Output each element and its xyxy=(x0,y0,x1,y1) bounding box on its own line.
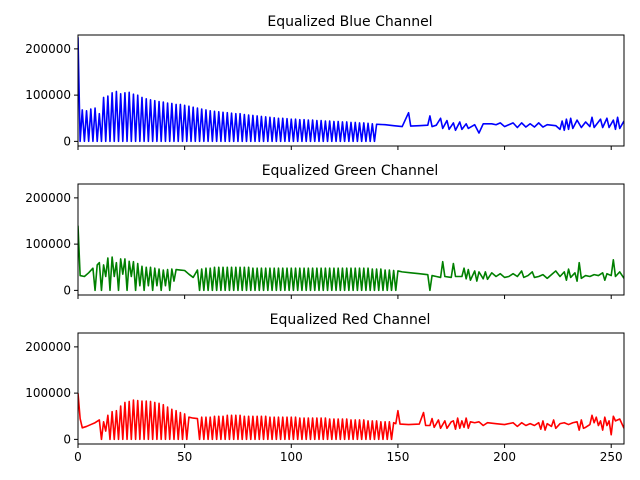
x-tick-label: 100 xyxy=(280,450,303,464)
x-tick-label: 250 xyxy=(600,450,623,464)
y-tick-label: 200000 xyxy=(25,191,71,205)
x-tick-label: 150 xyxy=(386,450,409,464)
y-tick-label: 0 xyxy=(63,432,71,446)
series-line xyxy=(78,37,624,143)
series-line xyxy=(78,393,624,441)
x-tick-label: 50 xyxy=(177,450,192,464)
axes-frame xyxy=(77,332,625,445)
subplot-title: Equalized Blue Channel xyxy=(267,14,432,30)
axes-frame xyxy=(77,34,625,147)
series-line xyxy=(78,225,624,292)
y-tick-label: 100000 xyxy=(25,386,71,400)
subplot-title: Equalized Green Channel xyxy=(262,163,439,179)
x-tick-label: 200 xyxy=(493,450,516,464)
y-tick-label: 0 xyxy=(63,134,71,148)
y-tick-label: 100000 xyxy=(25,237,71,251)
y-tick-label: 200000 xyxy=(25,42,71,56)
subplot-red: Equalized Red Channel 0 100000 200000 0 50 10… xyxy=(25,312,625,464)
x-tick-label: 0 xyxy=(74,450,82,464)
subplot-blue: Equalized Blue Channel 0 100000 200000 xyxy=(25,14,625,150)
subplot-green: Equalized Green Channel 0 100000 200000 xyxy=(25,163,625,299)
y-tick-label: 200000 xyxy=(25,340,71,354)
subplot-title: Equalized Red Channel xyxy=(270,312,431,328)
y-tick-label: 0 xyxy=(63,283,71,297)
axes-frame xyxy=(77,183,625,296)
y-tick-label: 100000 xyxy=(25,88,71,102)
